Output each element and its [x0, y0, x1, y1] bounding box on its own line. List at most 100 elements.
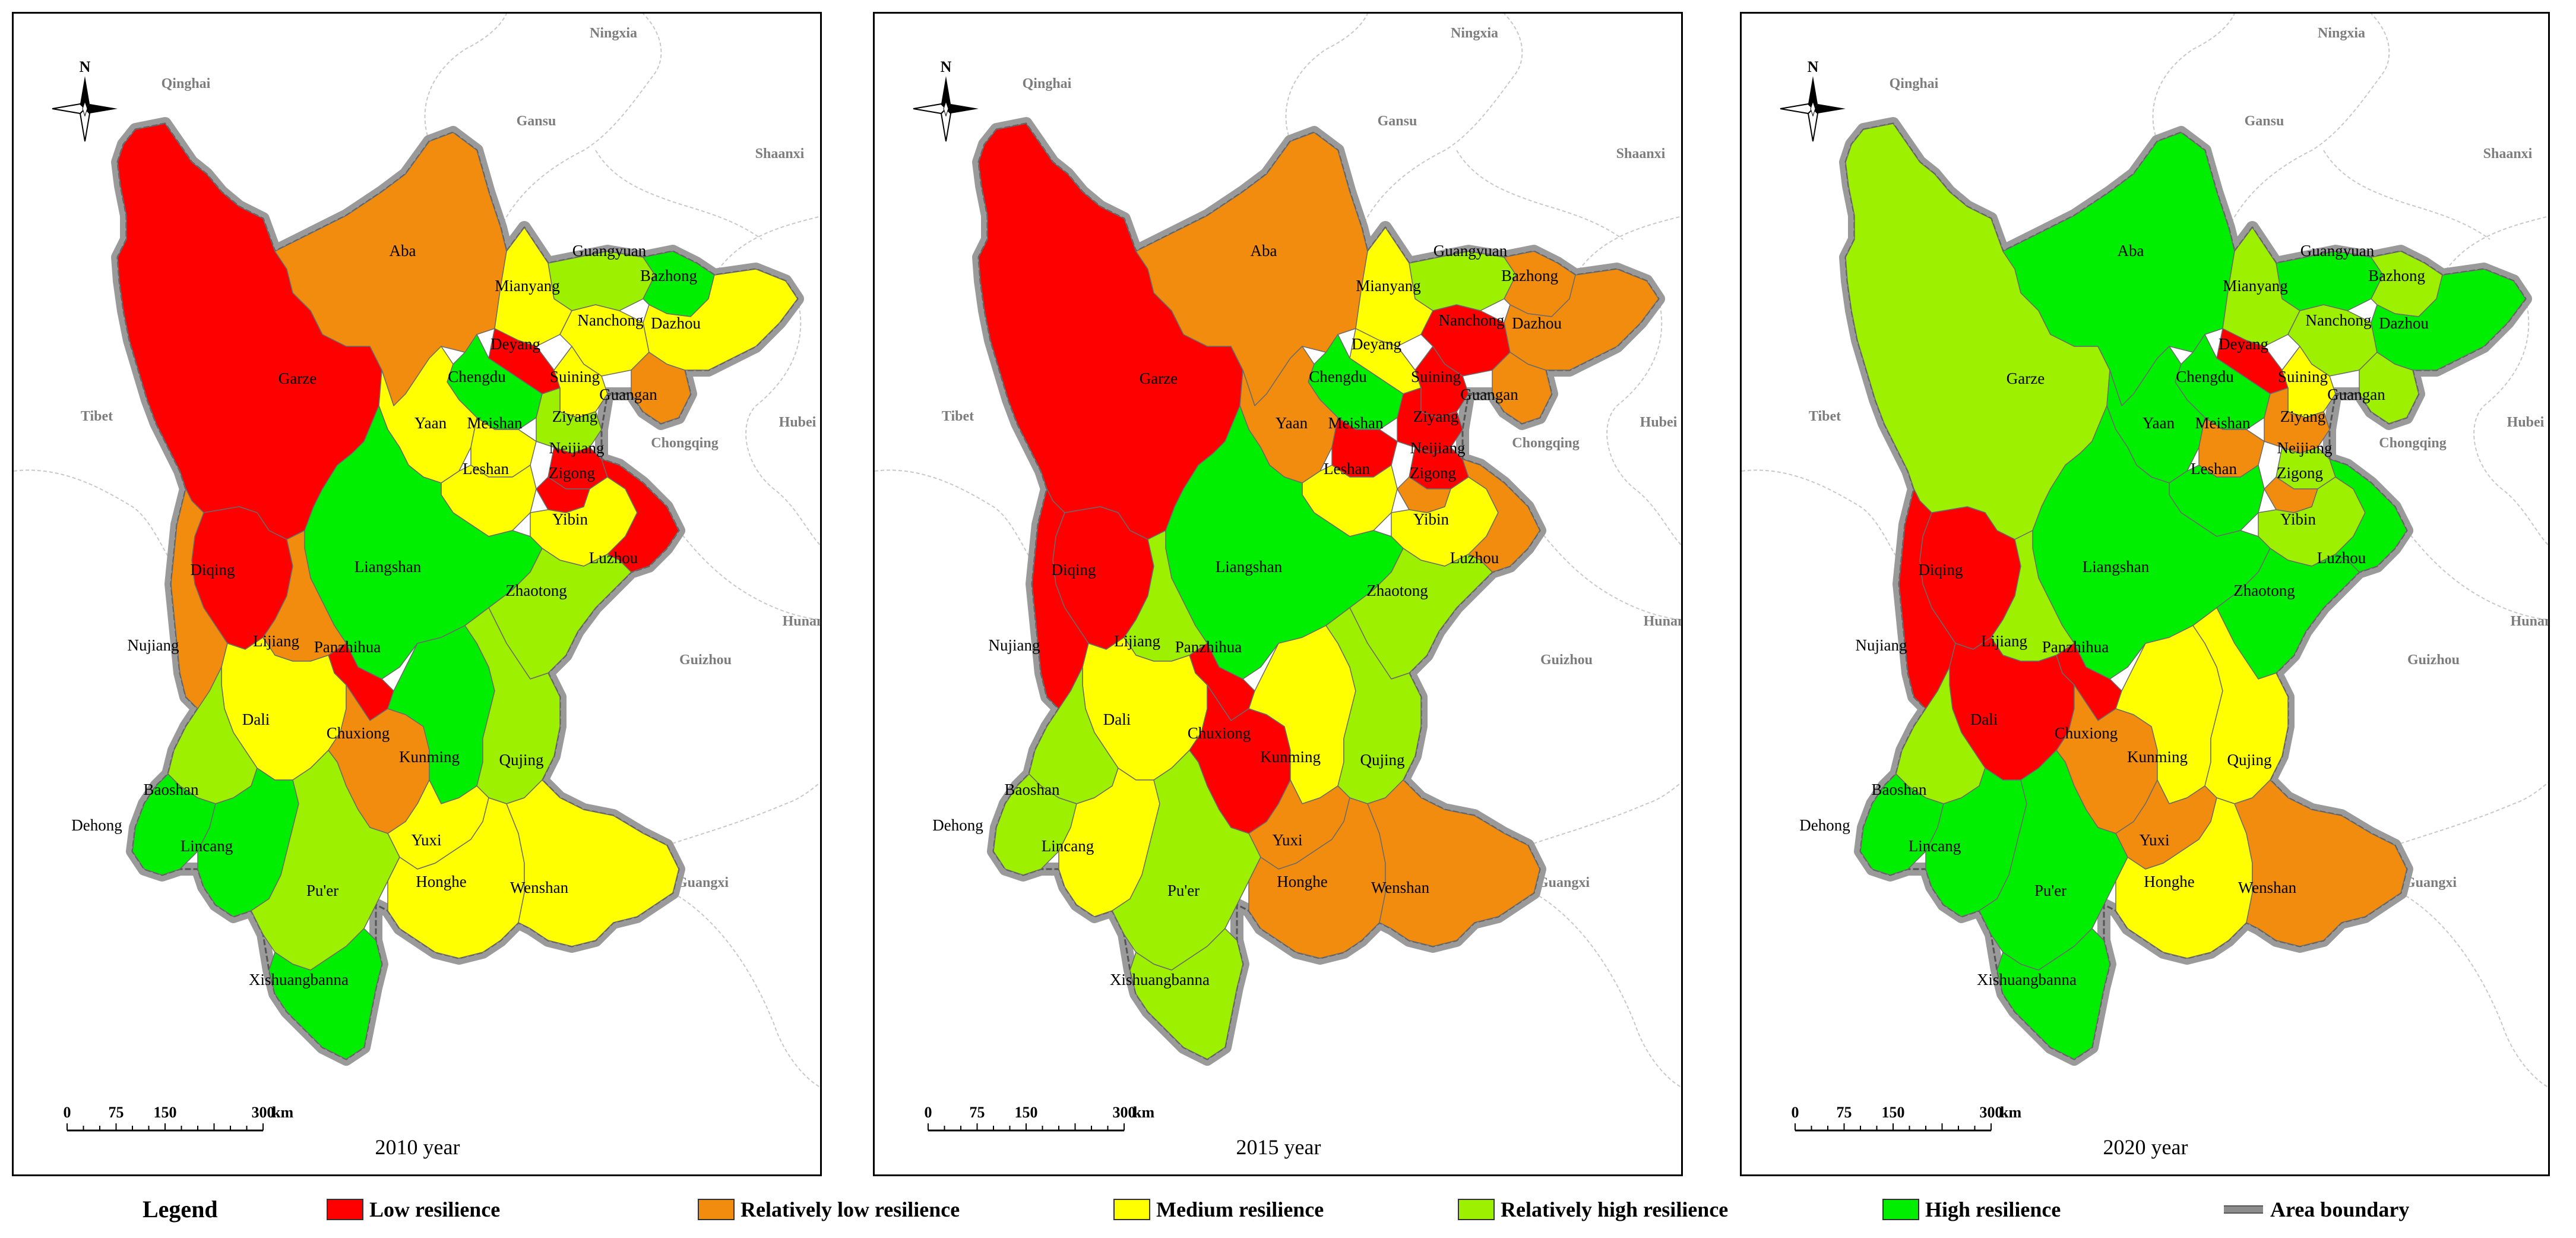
prefecture-label-nujiang: Nujiang	[128, 636, 179, 654]
neighbor-label-chongqing: Chongqing	[2379, 435, 2446, 451]
external-boundary-line	[2442, 216, 2548, 276]
prefecture-guangyuan	[2276, 251, 2384, 311]
prefecture-wenshan	[1367, 779, 1540, 947]
prefecture-label-panzhihua: Panzhihua	[314, 638, 381, 656]
prefecture-mianyang	[2222, 227, 2300, 347]
prefecture-label-leshan: Leshan	[1324, 460, 1370, 478]
legend-item-relatively-high: Relatively high resilience	[1458, 1196, 1728, 1223]
neighbor-labels: Ningxia Qinghai Gansu Shaanxi Tibet Hubei Chon…	[942, 26, 1683, 890]
prefecture-label-nanchong: Nanchong	[578, 311, 644, 329]
prefecture-label-yibin: Yibin	[2280, 510, 2316, 528]
prefecture-label-lincang: Lincang	[1909, 837, 1961, 855]
prefecture-label-lincang: Lincang	[1042, 837, 1094, 855]
legend-label-relatively-high: Relatively high resilience	[1501, 1198, 1729, 1221]
prefecture-label-honghe: Honghe	[2144, 873, 2194, 890]
prefecture-label-kunming: Kunming	[399, 748, 460, 766]
external-boundary-line	[2323, 150, 2490, 240]
prefecture-label-xishuangbanna: Xishuangbanna	[1977, 971, 2077, 988]
prefecture-label-nujiang: Nujiang	[1856, 636, 1907, 654]
prefecture-wenshan	[2234, 779, 2407, 947]
scale-tick-label: 150	[154, 1104, 177, 1121]
north-arrow-icon: N	[913, 58, 979, 142]
prefecture-luzhou	[601, 459, 679, 573]
prefecture-label-dazhou: Dazhou	[1512, 314, 1562, 332]
prefecture-label-yibin: Yibin	[552, 510, 588, 528]
prefecture-label-nanchong: Nanchong	[2306, 311, 2372, 329]
scale-tick-label: 300	[1980, 1104, 2003, 1121]
prefecture-dehong	[993, 773, 1077, 876]
prefecture-label-yaan: Yaan	[2143, 414, 2175, 432]
prefecture-label-neijiang: Neijiang	[549, 439, 605, 457]
prefecture-label-mianyang: Mianyang	[2223, 277, 2287, 295]
external-boundary-line	[595, 150, 762, 240]
scale-tick-label: 300	[252, 1104, 275, 1121]
map-panel-2015: Ningxia Qinghai Gansu Shaanxi Tibet Hubei Chon…	[873, 12, 1683, 1176]
prefecture-label-ziyang: Ziyang	[2280, 408, 2325, 425]
external-boundary-line	[678, 530, 820, 620]
prefecture-label-panzhihua: Panzhihua	[1175, 638, 1242, 656]
neighbor-label-tibet: Tibet	[942, 409, 974, 424]
prefecture-label-honghe: Honghe	[1277, 873, 1327, 890]
prefecture-label-pu-er: Pu'er	[1167, 882, 1200, 899]
prefecture-label-zhaotong: Zhaotong	[1366, 582, 1428, 599]
scale-unit: km	[2000, 1104, 2021, 1121]
legend-label-area-boundary: Area boundary	[2270, 1198, 2410, 1221]
north-arrow-icon: N	[52, 58, 118, 142]
prefecture-label-chengdu: Chengdu	[2176, 368, 2234, 386]
prefecture-label-diqing: Diqing	[190, 561, 235, 579]
prefecture-label-garze: Garze	[2007, 369, 2045, 387]
prefecture-label-dazhou: Dazhou	[2379, 314, 2429, 332]
neighbor-label-gansu: Gansu	[2245, 113, 2284, 129]
legend: Legend Low resilience Relatively low res…	[0, 1182, 2576, 1238]
external-boundary-line	[1575, 216, 1681, 276]
prefecture-label-kunming: Kunming	[1260, 748, 1321, 766]
prefecture-label-baoshan: Baoshan	[1872, 781, 1927, 798]
legend-swatch-relatively-high	[1458, 1199, 1495, 1220]
prefecture-label-wenshan: Wenshan	[2238, 879, 2297, 896]
external-boundary-line	[714, 216, 820, 276]
legend-item-high: High resilience	[1882, 1196, 2061, 1223]
prefecture-label-chengdu: Chengdu	[1309, 368, 1367, 386]
prefecture-label-garze: Garze	[1140, 369, 1178, 387]
prefecture-label-baoshan: Baoshan	[144, 781, 199, 798]
external-boundary-line	[1456, 150, 1624, 240]
north-label: N	[941, 58, 952, 75]
neighbor-label-guangxi: Guangxi	[2404, 875, 2457, 890]
prefecture-label-aba: Aba	[390, 242, 416, 260]
legend-item-relatively-low: Relatively low resilience	[698, 1196, 960, 1223]
prefecture-label-zhaotong: Zhaotong	[2233, 582, 2295, 599]
scale-tick-label: 150	[1015, 1104, 1038, 1121]
neighbor-label-shaanxi: Shaanxi	[2483, 146, 2533, 162]
prefecture-xishuangbanna	[1996, 928, 2110, 1060]
scale-unit: km	[272, 1104, 293, 1121]
prefecture-label-guangyuan: Guangyuan	[2300, 242, 2375, 260]
prefecture-label-liangshan: Liangshan	[355, 558, 422, 576]
scale-tick-label: 150	[1882, 1104, 1905, 1121]
prefecture-label-zigong: Zigong	[549, 464, 595, 482]
prefecture-label-yuxi: Yuxi	[411, 831, 441, 849]
prefecture-label-guangan: Guangan	[1460, 386, 1518, 403]
year-label: 2015 year	[1236, 1135, 1321, 1159]
prefecture-label-leshan: Leshan	[463, 460, 509, 478]
neighbor-label-guizhou: Guizhou	[2407, 652, 2460, 668]
prefecture-label-luzhou: Luzhou	[2317, 549, 2366, 567]
neighbor-label-ningxia: Ningxia	[1451, 26, 1498, 41]
prefecture-label-luzhou: Luzhou	[1450, 549, 1499, 567]
neighbor-label-qinghai: Qinghai	[1890, 76, 1939, 91]
neighbor-label-chongqing: Chongqing	[651, 435, 718, 451]
neighbor-label-hunan: Hunan	[1644, 614, 1683, 629]
prefecture-label-luzhou: Luzhou	[589, 549, 638, 567]
prefecture-polygons	[117, 123, 798, 1060]
legend-title: Legend	[143, 1196, 218, 1223]
prefecture-luzhou	[1462, 459, 1540, 573]
prefecture-label-yibin: Yibin	[1413, 510, 1450, 528]
neighbor-label-shaanxi: Shaanxi	[1616, 146, 1666, 162]
external-boundary-line	[424, 14, 507, 142]
neighbor-label-chongqing: Chongqing	[1512, 435, 1579, 451]
map-2020: Ningxia Qinghai Gansu Shaanxi Tibet Hubei Chon…	[1742, 14, 2548, 1159]
prefecture-polygons	[1845, 123, 2526, 1060]
scale-tick-label: 75	[109, 1104, 124, 1121]
prefecture-label-wenshan: Wenshan	[1371, 879, 1430, 896]
neighbor-label-guizhou: Guizhou	[679, 652, 732, 668]
prefecture-label-baoshan: Baoshan	[1005, 781, 1060, 798]
